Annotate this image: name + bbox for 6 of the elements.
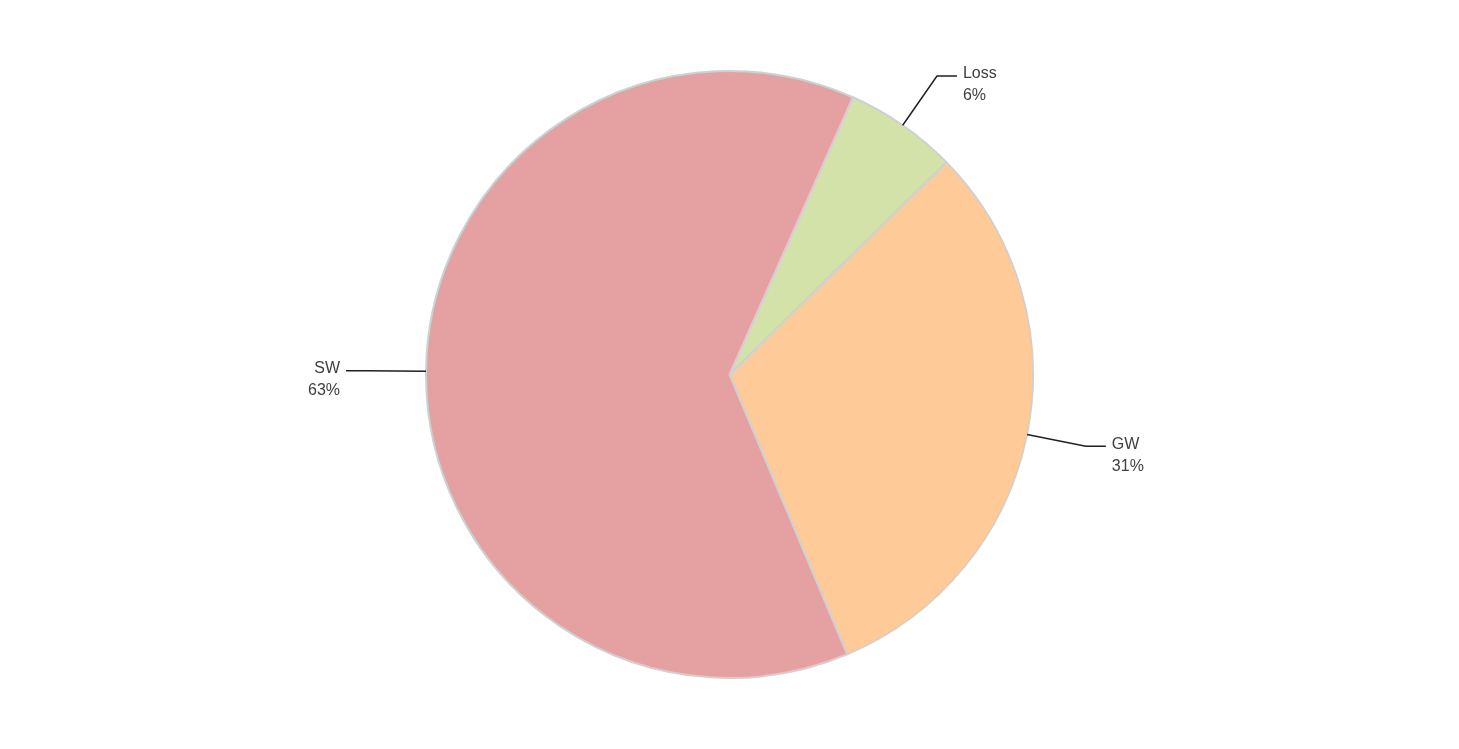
slice-label: GW [1111,434,1141,452]
data-label: 6% [962,86,987,104]
data-label: 31% [1111,456,1144,474]
data-label: 63% [307,381,341,399]
slice-label: SW [314,359,341,377]
slice-label: Loss [962,64,997,82]
